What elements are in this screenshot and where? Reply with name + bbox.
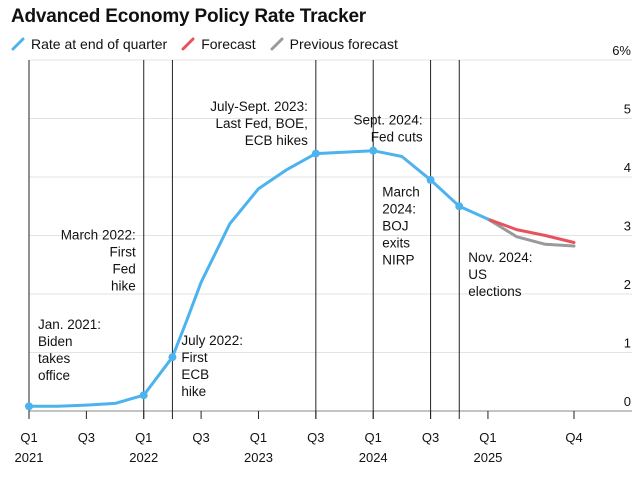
- legend-swatch-rate: [11, 37, 25, 51]
- annotation-line: ECB hikes: [245, 133, 308, 148]
- annotation: Sept. 2024: Fed cuts: [354, 112, 423, 144]
- legend-label-rate: Rate at end of quarter: [31, 36, 168, 52]
- annotation-line: office: [38, 368, 70, 383]
- y-tick-label: 3: [624, 219, 631, 234]
- x-tick-label: Q1: [250, 430, 267, 445]
- y-tick-label: 2: [624, 277, 631, 292]
- annotation: July 2022: First ECB hike: [181, 333, 243, 399]
- annotation: March 2024: BOJ exits NIRP: [382, 184, 420, 267]
- annotation: March 2022: First Fed hike: [61, 228, 136, 294]
- y-tick-label: 0: [624, 394, 631, 409]
- annotation-line: exits: [382, 235, 410, 250]
- annotation-line: July 2022:: [181, 333, 243, 348]
- legend-label-forecast: Forecast: [201, 36, 256, 52]
- x-tick-label: Q4: [565, 430, 582, 445]
- x-tick-label: Q1: [20, 430, 37, 445]
- annotation-line: Jan. 2021:: [38, 317, 101, 332]
- legend-swatch-forecast-line: [181, 37, 195, 51]
- annotation-line: July-Sept. 2023:: [210, 99, 308, 114]
- annotation-line: Last Fed, BOE,: [216, 116, 308, 131]
- annotation-line: elections: [468, 284, 522, 299]
- annotation: Nov. 2024: US elections: [468, 250, 532, 299]
- x-tick-label: Q1: [479, 430, 496, 445]
- annotation-line: March: [382, 184, 420, 199]
- data-point: [426, 175, 435, 184]
- x-tick-label: Q1: [135, 430, 152, 445]
- data-point: [168, 353, 177, 362]
- legend: Rate at end of quarter Forecast Previous…: [11, 36, 398, 52]
- data-point: [311, 149, 320, 158]
- chart-title: Advanced Economy Policy Rate Tracker: [11, 6, 367, 27]
- annotation-line: First: [181, 350, 207, 365]
- annotation: Jan. 2021: Biden takes office: [38, 317, 101, 383]
- x-year-label: 2021: [15, 450, 44, 465]
- series-line-rate-at-end-of-quarter: [27, 149, 490, 408]
- y-tick-label: 1: [624, 336, 631, 351]
- legend-swatch-previous-line: [270, 37, 284, 51]
- legend-item-rate: Rate at end of quarter: [11, 36, 167, 52]
- data-point: [369, 146, 378, 155]
- annotation-line: NIRP: [382, 252, 414, 267]
- annotation-line: hike: [111, 279, 136, 294]
- x-year-label: 2023: [244, 450, 273, 465]
- x-tick-label: Q3: [192, 430, 209, 445]
- y-tick-label: 4: [624, 160, 631, 175]
- legend-item-forecast: Forecast: [181, 36, 256, 52]
- data-point: [455, 202, 464, 211]
- annotation-line: hike: [181, 384, 206, 399]
- annotation-line: First: [109, 245, 135, 260]
- data-point: [139, 391, 148, 400]
- annotation-line: Sept. 2024:: [354, 112, 423, 127]
- legend-item-previous-forecast: Previous forecast: [270, 36, 398, 52]
- x-year-label: 2025: [473, 450, 502, 465]
- x-year-label: 2024: [359, 450, 388, 465]
- annotation-line: March 2022:: [61, 228, 136, 243]
- annotation-line: ECB: [181, 367, 209, 382]
- legend-swatch-previous-forecast: [270, 37, 284, 51]
- x-year-label: 2022: [129, 450, 158, 465]
- annotation-line: Nov. 2024:: [468, 250, 532, 265]
- y-tick-label: 6%: [612, 43, 631, 58]
- x-tick-label: Q3: [307, 430, 324, 445]
- data-point: [25, 402, 33, 411]
- series-line-previous-forecast: [486, 217, 576, 248]
- annotation-line: Biden: [38, 334, 73, 349]
- legend-swatch-rate-line: [11, 37, 25, 51]
- y-tick-label: 5: [624, 102, 631, 117]
- x-tick-label: Q3: [422, 430, 439, 445]
- legend-swatch-forecast: [181, 37, 195, 51]
- annotation-line: takes: [38, 351, 71, 366]
- annotation-line: 2024:: [382, 201, 416, 216]
- legend-label-previous-forecast: Previous forecast: [289, 36, 398, 52]
- x-tick-label: Q1: [365, 430, 382, 445]
- series-line-forecast: [486, 217, 576, 244]
- annotation: July-Sept. 2023: Last Fed, BOE, ECB hikes: [210, 99, 308, 148]
- annotation-line: US: [468, 267, 487, 282]
- annotation-line: Fed: [112, 262, 135, 277]
- annotation-line: BOJ: [382, 218, 408, 233]
- annotation-line: Fed cuts: [371, 129, 423, 144]
- x-tick-label: Q3: [78, 430, 95, 445]
